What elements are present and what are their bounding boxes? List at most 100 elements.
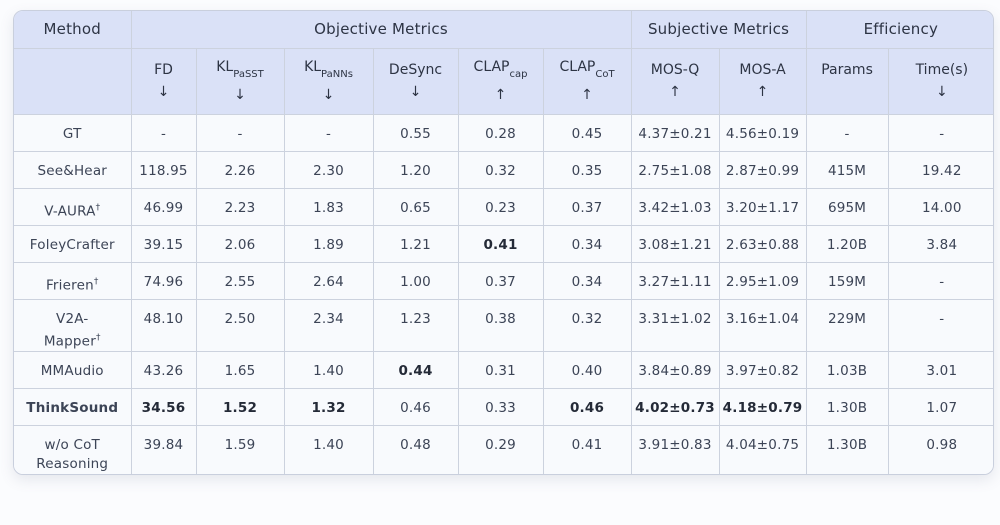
value-cell: 4.04±0.75 <box>719 425 807 474</box>
value-cell: 48.10 <box>131 299 197 352</box>
column-header-fd: FD ↓ <box>131 48 197 115</box>
value-cell: 3.42±1.03 <box>631 188 720 226</box>
column-header-label: DeSync <box>388 62 443 78</box>
value-cell: 1.30B <box>806 425 889 474</box>
value-cell: - <box>196 114 285 152</box>
value-cell: 0.34 <box>543 262 632 300</box>
arrow-down-icon: ↓ <box>157 84 170 100</box>
method-column-header: Method <box>14 11 132 49</box>
value-cell: 2.23 <box>196 188 285 226</box>
column-header-subscript: PaNNs <box>321 68 353 80</box>
metric-header-row: FD ↓ KLPaSST ↓ KLPaNNs ↓ DeSync ↓ CLAPcap ↑ CLAPCo… <box>14 48 993 115</box>
column-header-label: MOS-Q <box>650 62 700 78</box>
table-row: V2A- Mapper† 48.10 2.50 2.34 1.23 0.38 0.32 3.31… <box>14 299 993 352</box>
value-cell: 0.41 <box>543 425 632 474</box>
value-cell: 1.30B <box>806 388 889 426</box>
column-header-label: FD <box>154 62 173 78</box>
value-cell: 0.31 <box>458 351 544 389</box>
value-cell: 1.20B <box>806 225 889 263</box>
value-cell: - <box>806 114 889 152</box>
column-header-subscript: PaSST <box>233 68 264 80</box>
value-cell: 2.55 <box>196 262 285 300</box>
value-cell: 74.96 <box>131 262 197 300</box>
group-header-row: Method Objective Metrics Subjective Metr… <box>14 11 993 49</box>
value-cell: 39.84 <box>131 425 197 474</box>
method-cell: GT <box>14 114 132 152</box>
arrow-down-icon: ↓ <box>234 86 246 103</box>
column-header-desync: DeSync ↓ <box>373 48 459 115</box>
value-cell: 0.38 <box>458 299 544 352</box>
table-row: ThinkSound 34.56 1.52 1.32 0.46 0.33 0.46 4.02±… <box>14 388 993 426</box>
method-cell: FoleyCrafter <box>14 225 132 263</box>
value-cell: 0.33 <box>458 388 544 426</box>
value-cell: 0.98 <box>888 425 993 474</box>
value-cell: 43.26 <box>131 351 197 389</box>
column-header-label: Params <box>821 62 873 78</box>
value-cell: 2.95±1.09 <box>719 262 807 300</box>
column-header-mosq: MOS-Q ↑ <box>631 48 720 115</box>
table-row: Frieren† 74.96 2.55 2.64 1.00 0.37 0.34 3.27±1.… <box>14 262 993 300</box>
method-cell: w/o CoT Reasoning <box>14 425 132 474</box>
value-cell: 2.75±1.08 <box>631 151 720 189</box>
value-cell: 3.91±0.83 <box>631 425 720 474</box>
dagger-mark: † <box>93 276 99 287</box>
value-cell: 19.42 <box>888 151 993 189</box>
value-cell: 0.37 <box>543 188 632 226</box>
arrow-up-icon: ↑ <box>494 86 507 103</box>
value-cell: 0.32 <box>458 151 544 189</box>
value-cell: 3.20±1.17 <box>719 188 807 226</box>
value-cell: 4.56±0.19 <box>719 114 807 152</box>
column-header-label: CLAPcap <box>473 59 528 80</box>
value-cell: 3.84 <box>888 225 993 263</box>
value-cell: 34.56 <box>131 388 197 426</box>
table-row: MMAudio 43.26 1.65 1.40 0.44 0.31 0.40 3.84±0.8… <box>14 351 993 389</box>
value-cell: 1.65 <box>196 351 285 389</box>
value-cell: 229M <box>806 299 889 352</box>
value-cell: 0.37 <box>458 262 544 300</box>
value-cell: - <box>888 114 993 152</box>
value-cell: 0.28 <box>458 114 544 152</box>
table-row: V-AURA† 46.99 2.23 1.83 0.65 0.23 0.37 3.42±1.0… <box>14 188 993 226</box>
value-cell: 0.45 <box>543 114 632 152</box>
value-cell: 0.34 <box>543 225 632 263</box>
value-cell: 0.44 <box>373 351 459 389</box>
value-cell: 0.46 <box>543 388 632 426</box>
value-cell: 3.97±0.82 <box>719 351 807 389</box>
column-header-label: CLAPCoT <box>559 59 615 80</box>
column-header-params: Params <box>806 48 889 115</box>
value-cell: 0.46 <box>373 388 459 426</box>
value-cell: 0.55 <box>373 114 459 152</box>
table-row: w/o CoT Reasoning 39.84 1.59 1.40 0.48 0.29 0.4… <box>14 425 993 474</box>
value-cell: 39.15 <box>131 225 197 263</box>
method-cell: ThinkSound <box>14 388 132 426</box>
value-cell: 1.59 <box>196 425 285 474</box>
value-cell: 0.40 <box>543 351 632 389</box>
arrow-up-icon: ↑ <box>669 84 681 100</box>
value-cell: - <box>888 262 993 300</box>
arrow-placeholder <box>807 83 888 101</box>
column-header-clapcap: CLAPcap ↑ <box>458 48 544 115</box>
value-cell: - <box>284 114 374 152</box>
value-cell: 1.03B <box>806 351 889 389</box>
results-table: Method Objective Metrics Subjective Metr… <box>14 11 993 474</box>
value-cell: 14.00 <box>888 188 993 226</box>
value-cell: 0.32 <box>543 299 632 352</box>
value-cell: 1.52 <box>196 388 285 426</box>
table-body: GT - - -0.55 0.28 0.45 4.37±0.21 4.56±0.19- - See… <box>14 114 993 474</box>
value-cell: 0.35 <box>543 151 632 189</box>
value-cell: 1.20 <box>373 151 459 189</box>
value-cell: 415M <box>806 151 889 189</box>
value-cell: 0.23 <box>458 188 544 226</box>
table-row: GT - - -0.55 0.28 0.45 4.37±0.21 4.56±0.19- - <box>14 114 993 152</box>
value-cell: 0.65 <box>373 188 459 226</box>
column-header-times: Time(s) ↓ <box>888 48 993 115</box>
value-cell: 1.40 <box>284 425 374 474</box>
arrow-down-icon: ↓ <box>322 86 335 103</box>
value-cell: 4.18±0.79 <box>719 388 807 426</box>
arrow-down-icon: ↓ <box>935 84 948 100</box>
value-cell: 2.06 <box>196 225 285 263</box>
value-cell: 695M <box>806 188 889 226</box>
value-cell: 1.00 <box>373 262 459 300</box>
value-cell: 2.30 <box>284 151 374 189</box>
column-header-subscript: CoT <box>595 68 615 80</box>
